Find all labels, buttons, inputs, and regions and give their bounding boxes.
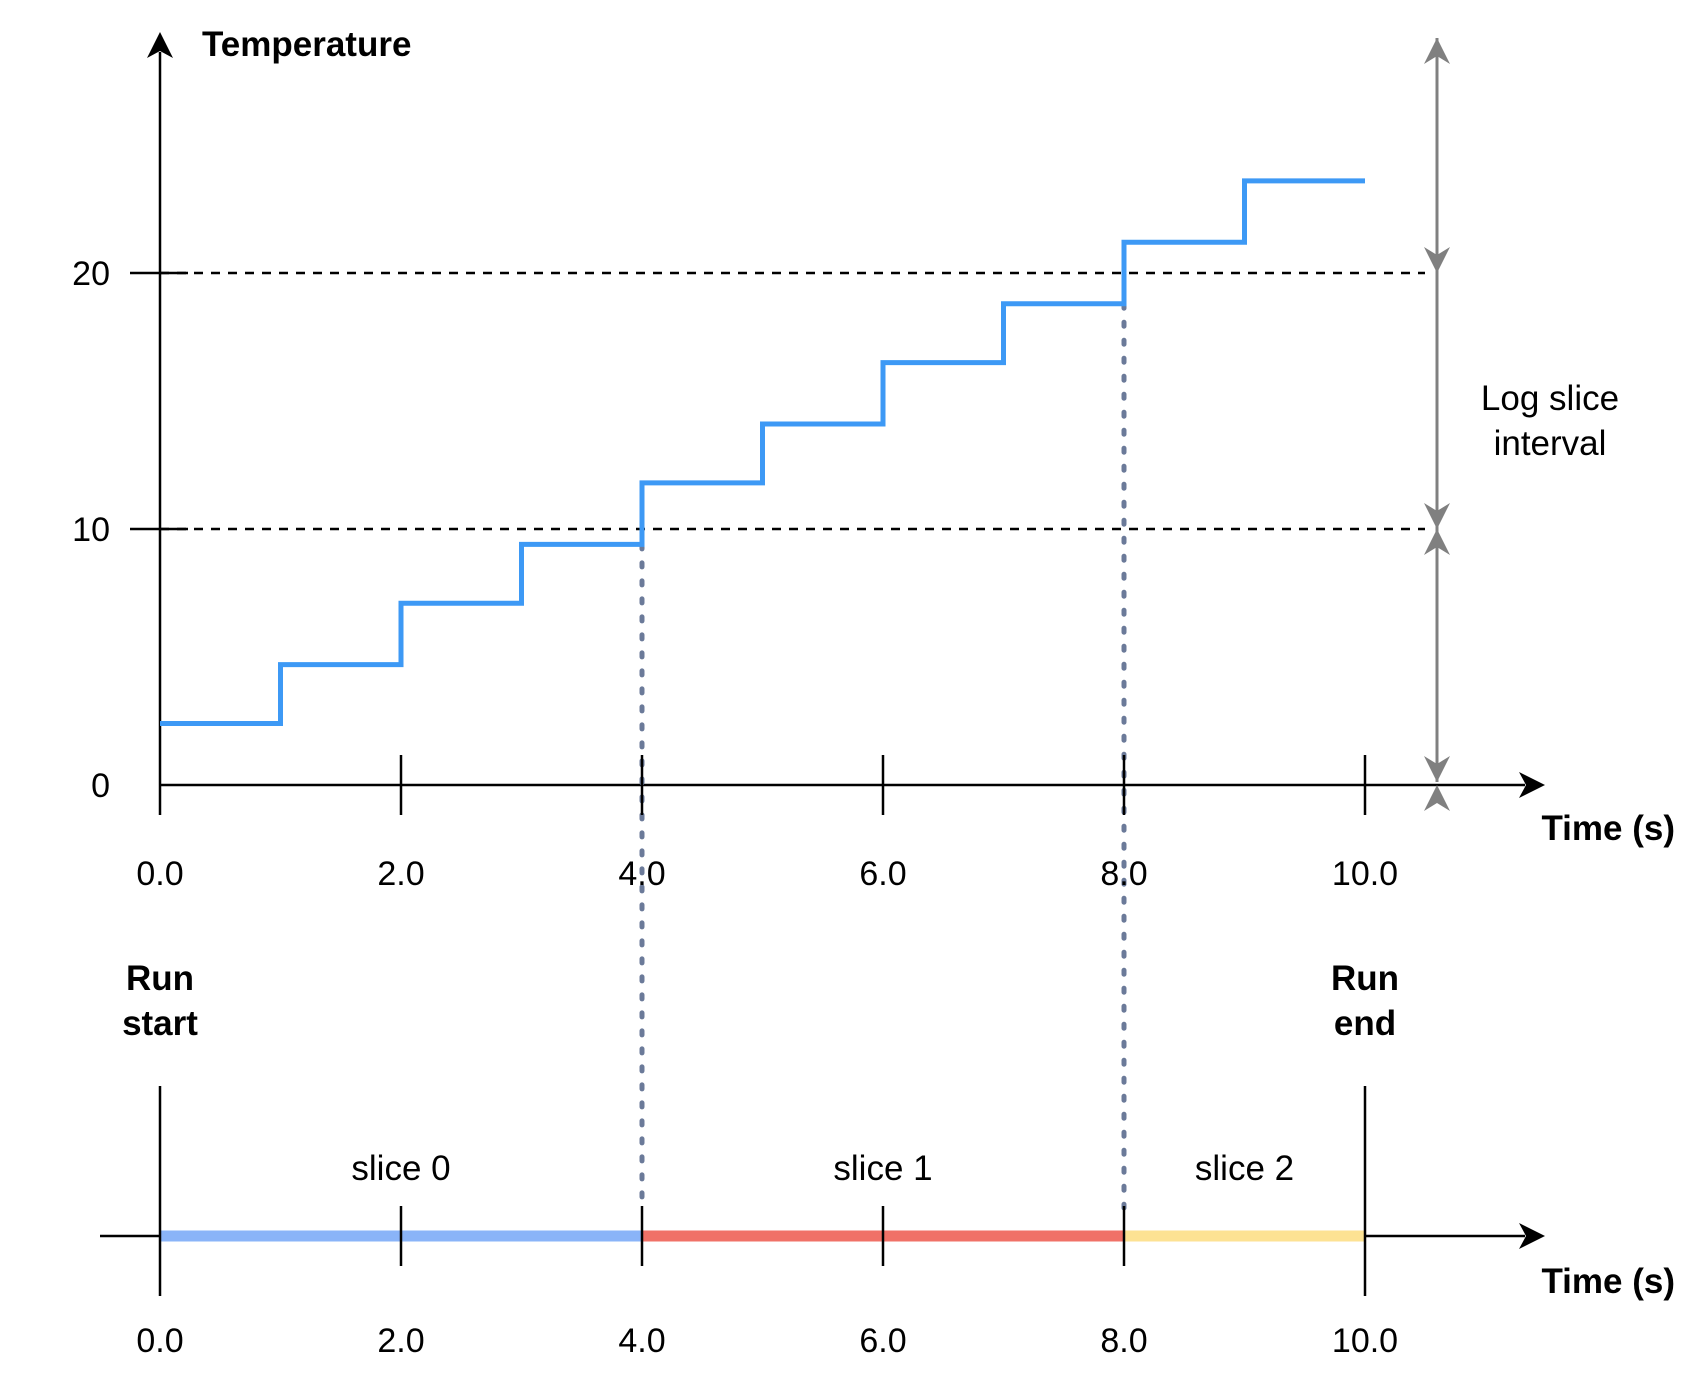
reference-lines bbox=[160, 247, 1425, 1211]
y-tick-label-2: 20 bbox=[72, 255, 110, 293]
run-start-label-line-2: start bbox=[122, 1004, 198, 1043]
slice-labels: slice 0 slice 1 slice 2 bbox=[351, 1149, 1294, 1188]
timeline-tick-label-2: 4.0 bbox=[618, 1322, 665, 1360]
timeline-x-axis-title: Time (s) bbox=[1541, 1262, 1675, 1301]
x-tick-label-5: 10.0 bbox=[1332, 855, 1398, 893]
timeline-tick-label-3: 6.0 bbox=[859, 1322, 906, 1360]
interval-arrowheads bbox=[1424, 38, 1450, 811]
arrowhead-down-10 bbox=[1424, 503, 1450, 529]
slice-label-2: slice 2 bbox=[1195, 1149, 1294, 1188]
arrowhead-up-10 bbox=[1424, 529, 1450, 555]
timeline-tick-label-0: 0.0 bbox=[136, 1322, 183, 1360]
log-slice-label-line-1: Log slice bbox=[1481, 379, 1619, 418]
y-tick-label-0: 0 bbox=[91, 767, 110, 805]
x-tick-label-2: 4.0 bbox=[618, 855, 665, 893]
x-tick-label-0: 0.0 bbox=[136, 855, 183, 893]
arrowhead-up-0 bbox=[1424, 785, 1450, 811]
x-ticks: 0.0 2.0 4.0 6.0 8.0 10.0 bbox=[136, 755, 1398, 893]
temperature-step-line bbox=[160, 178, 1365, 727]
run-end-label-line-2: end bbox=[1334, 1004, 1396, 1043]
timeline-tick-label-1: 2.0 bbox=[377, 1322, 424, 1360]
y-axis-title: Temperature bbox=[202, 25, 411, 64]
log-slice-label-line-2: interval bbox=[1494, 424, 1607, 463]
arrowhead-bottom bbox=[1424, 756, 1450, 782]
timeline-tick-label-4: 8.0 bbox=[1100, 1322, 1147, 1360]
arrowhead-down-20 bbox=[1424, 247, 1450, 273]
x-tick-label-3: 6.0 bbox=[859, 855, 906, 893]
run-start-label-line-1: Run bbox=[126, 959, 194, 998]
x-axis-arrowhead bbox=[1519, 772, 1545, 798]
timeline-ticks: 0.0 2.0 4.0 6.0 8.0 10.0 bbox=[136, 1206, 1398, 1360]
y-tick-label-1: 10 bbox=[72, 511, 110, 549]
timeline-tick-label-5: 10.0 bbox=[1332, 1322, 1398, 1360]
y-ticks: 0 10 20 bbox=[72, 255, 188, 805]
slice-timeline: Time (s) slice 0 slice 1 slice 2 0.0 2.0 4.0… bbox=[100, 959, 1675, 1360]
timeline-arrowhead bbox=[1519, 1223, 1545, 1249]
temperature-chart: Temperature Time (s) 0 10 20 0.0 2.0 4.0 6.0 8… bbox=[72, 25, 1675, 1211]
slice-label-1: slice 1 bbox=[833, 1149, 932, 1188]
run-end-label-line-1: Run bbox=[1331, 959, 1399, 998]
y-axis-arrowhead bbox=[147, 32, 173, 58]
slice-label-0: slice 0 bbox=[351, 1149, 450, 1188]
x-tick-label-4: 8.0 bbox=[1100, 855, 1147, 893]
arrowhead-top bbox=[1424, 38, 1450, 64]
log-slice-interval-annotation: Log slice interval bbox=[1424, 38, 1619, 811]
x-tick-label-1: 2.0 bbox=[377, 855, 424, 893]
x-axis-title: Time (s) bbox=[1541, 809, 1675, 848]
